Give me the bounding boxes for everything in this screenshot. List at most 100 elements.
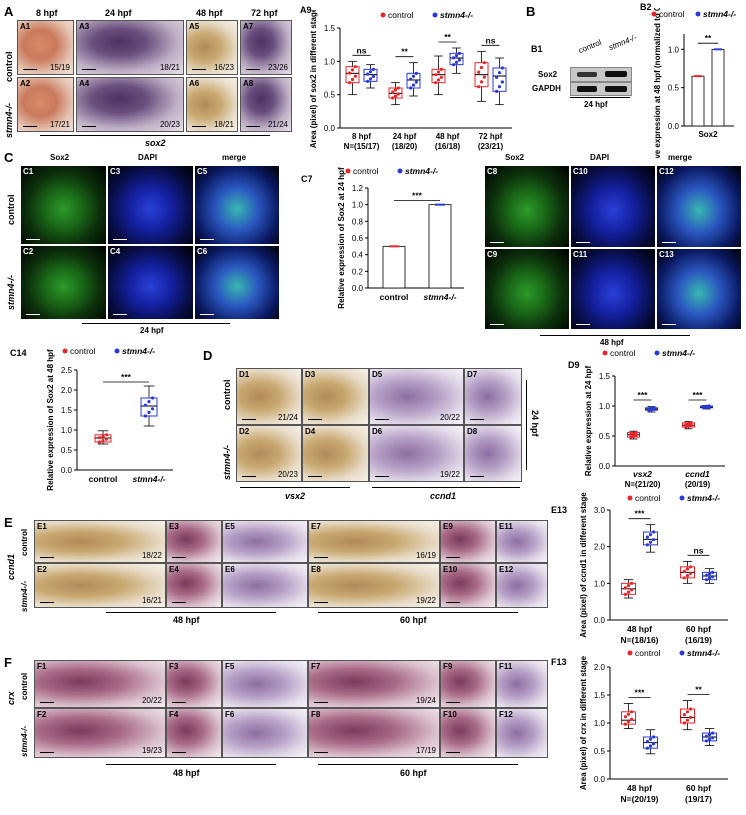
image-c2: C2 (20, 245, 107, 320)
data-point (689, 423, 693, 427)
y-tick-label: 1.2 (352, 184, 364, 193)
image-e10: E10 (440, 563, 496, 608)
stage-label: 48 hpf (196, 8, 223, 18)
y-axis-label: Relative expression of Sox2 at 24 hpf (337, 167, 346, 309)
row-label: control (6, 194, 16, 226)
data-point (648, 744, 653, 748)
stage-label: 24 hpf (105, 8, 132, 18)
data-point (710, 731, 715, 735)
y-tick-label: 3.0 (594, 506, 606, 515)
legend-label: stmn4-/- (687, 493, 720, 503)
x-tick-label: Sox2 (698, 130, 718, 139)
y-tick-label: 0.0 (594, 775, 606, 784)
x-tick-label: (19/17) (685, 794, 712, 804)
data-point (686, 422, 691, 426)
data-point (497, 85, 502, 89)
y-axis-label: Relative expression at 24 hpf (584, 366, 593, 477)
data-point (500, 66, 504, 70)
sig-label: ** (695, 685, 702, 695)
image-c8: C8 (484, 165, 570, 248)
data-point (707, 572, 712, 576)
x-tick-label: (18/20) (392, 142, 418, 151)
image-e11: E11 (496, 520, 548, 563)
image-a4: A4 20/23 (76, 77, 184, 132)
row-label: stmn4-/- (4, 102, 14, 138)
band-label: GAPDH (532, 84, 561, 93)
data-point (688, 565, 693, 569)
y-tick-label: 0.5 (61, 446, 73, 455)
x-tick-label: 48 hpf (436, 132, 460, 141)
x-tick-label: N=(20/19) (620, 794, 658, 804)
y-tick-label: 0.0 (324, 124, 336, 133)
data-point (707, 733, 712, 737)
underline (372, 487, 520, 488)
legend-marker-control (380, 12, 386, 18)
x-tick-label: (20/19) (685, 480, 711, 489)
sig-label: ** (401, 47, 408, 57)
data-point (688, 571, 693, 576)
data-point (396, 92, 400, 96)
x-tick-label: control (89, 474, 118, 484)
y-tick-label: 0.5 (668, 84, 680, 93)
legend-marker-mutant (432, 12, 438, 18)
legend-marker-control (627, 650, 633, 656)
chart-id: C14 (10, 348, 27, 358)
panel-label-e: E (4, 515, 13, 530)
column-label: merge (668, 153, 693, 162)
x-tick-label: ccnd1 (685, 469, 710, 479)
image-c3: C3 (107, 165, 194, 245)
chart-id: C7 (301, 174, 313, 184)
data-point (626, 712, 631, 716)
data-point (629, 717, 634, 721)
data-point (634, 433, 638, 437)
image-c10: C10 (570, 165, 656, 248)
data-point (482, 61, 486, 65)
x-tick-label: N=(21/20) (625, 480, 661, 489)
image-e4: E4 (166, 563, 222, 608)
image-e3: E3 (166, 520, 222, 563)
box (363, 68, 378, 82)
data-point (439, 67, 443, 71)
data-point (414, 71, 418, 75)
legend-label: control (353, 166, 379, 176)
data-point (393, 94, 398, 98)
panel-label-b: B (526, 4, 536, 19)
image-f10: F10 (440, 708, 496, 758)
data-point (645, 746, 650, 750)
data-point (97, 440, 102, 444)
data-point (348, 71, 352, 75)
column-label: merge (222, 153, 247, 162)
image-c4: C4 (107, 245, 194, 320)
y-axis-label: Relative expression of Sox2 at 48 hpf (46, 349, 55, 491)
legend-marker-mutant (654, 350, 660, 356)
data-point (704, 734, 709, 738)
data-point (368, 70, 373, 74)
data-point (454, 54, 459, 58)
data-point (434, 73, 438, 77)
y-axis-label: Area (pixel) of ccnd1 in different stage (579, 492, 588, 638)
data-point (686, 424, 691, 428)
row-label: control (20, 672, 29, 700)
sig-label: ns (486, 35, 496, 45)
x-tick-label: 48 hpf (627, 783, 652, 793)
data-point (348, 81, 352, 85)
column-label: Sox2 (505, 153, 525, 162)
y-tick-label: 1.0 (352, 201, 364, 210)
chart-a9: 0.0 0.5 1.0 1.5 Area (pixel) of sox2 in diff… (309, 10, 512, 151)
data-point (371, 74, 375, 79)
data-point (479, 65, 484, 70)
y-tick-label: 0.5 (599, 432, 611, 441)
data-point (702, 405, 706, 409)
chart-id: B1 (531, 44, 543, 54)
data-point (684, 425, 688, 429)
x-tick-label: N=(18/16) (620, 635, 658, 645)
column-label: Sox2 (50, 153, 70, 162)
data-point (647, 407, 651, 411)
legend-marker-mutant (679, 495, 685, 501)
y-tick-label: 0.0 (352, 284, 364, 293)
data-point (497, 71, 502, 75)
image-e5: E5 (222, 520, 308, 563)
underline (540, 335, 690, 336)
row-label: control (20, 528, 29, 556)
data-point (649, 406, 654, 410)
